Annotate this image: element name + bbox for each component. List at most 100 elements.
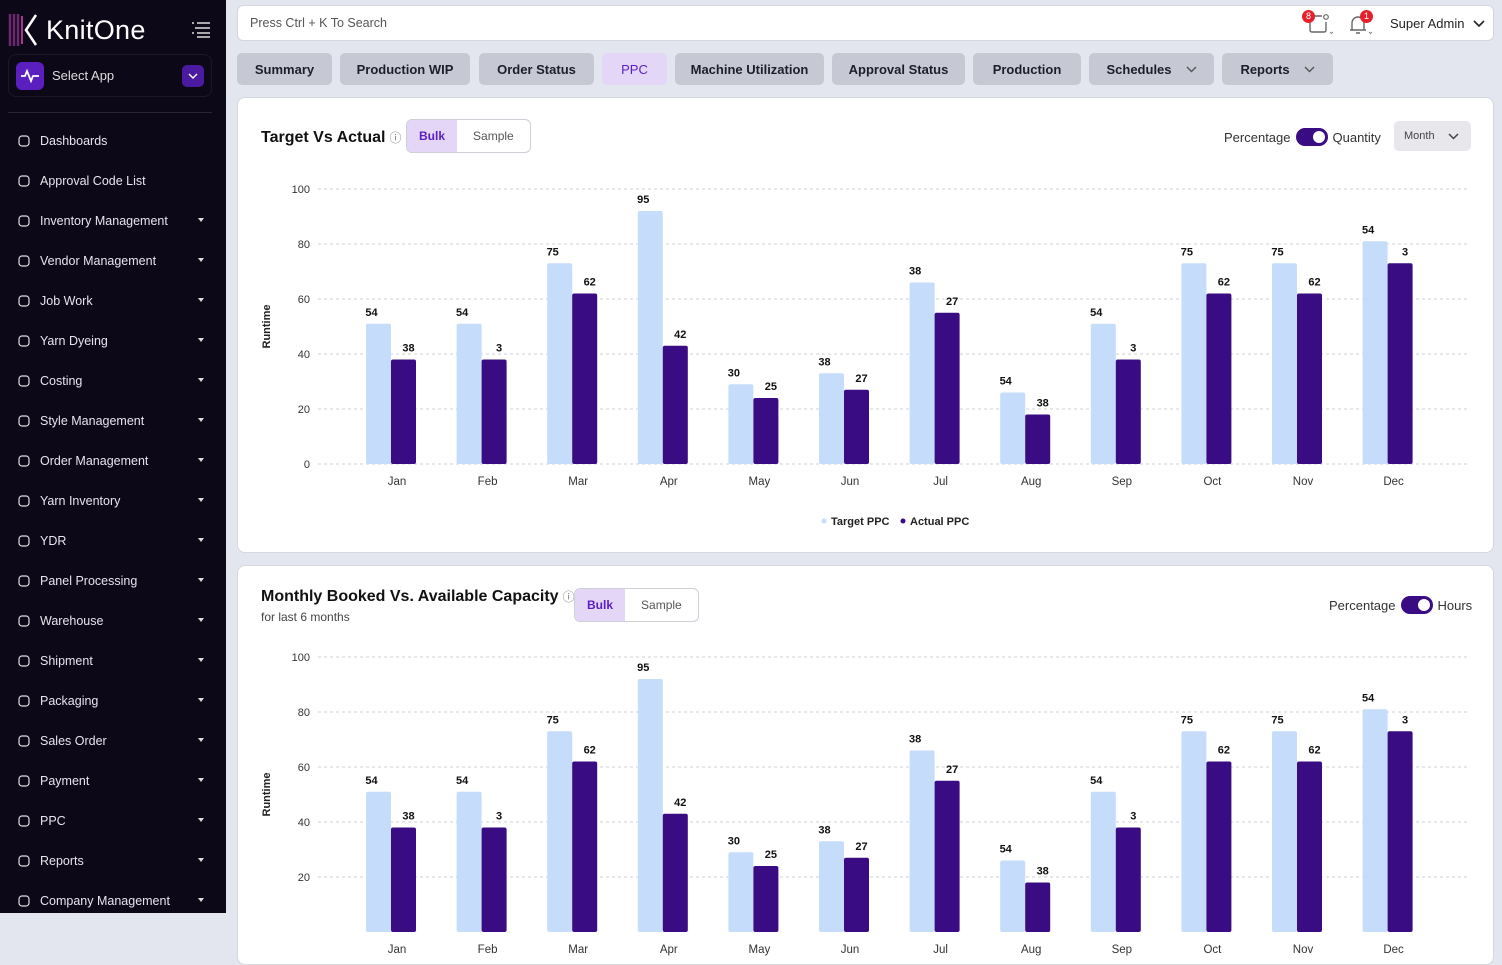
sidebar-item-shipment[interactable]: Shipment — [16, 648, 210, 674]
sidebar-item-panel-processing[interactable]: Panel Processing — [16, 568, 210, 594]
select-app-dropdown[interactable]: Select App — [8, 54, 212, 97]
data-label: 95 — [637, 194, 649, 206]
sidebar-item-style-management[interactable]: Style Management — [16, 408, 210, 434]
sidebar-item-label: Dashboards — [40, 134, 108, 148]
caret-down-icon — [198, 858, 204, 862]
caret-down-icon — [198, 818, 204, 822]
data-label: 75 — [1271, 714, 1283, 726]
style-icon — [16, 413, 32, 429]
apps-icon[interactable]: 8 — [1302, 10, 1334, 41]
pulse-icon — [16, 61, 44, 90]
actual-bar — [662, 345, 688, 464]
sidebar-item-label: Vendor Management — [40, 254, 157, 268]
data-label: 38 — [818, 356, 830, 368]
sidebar-item-job-work[interactable]: Job Work — [16, 288, 210, 314]
sidebar-item-yarn-dyeing[interactable]: Yarn Dyeing — [16, 328, 210, 354]
period-select[interactable]: Month — [1394, 121, 1471, 151]
sidebar-item-ydr[interactable]: YDR — [16, 528, 210, 554]
sidebar-item-label: Reports — [40, 854, 84, 868]
tab-production[interactable]: Production — [973, 53, 1081, 85]
info-icon[interactable]: ⓘ — [389, 131, 402, 145]
card-title: Monthly Booked Vs. Available Capacity ⓘ — [261, 588, 575, 605]
bulk-option[interactable]: Bulk — [575, 589, 626, 621]
dollar-icon — [16, 773, 32, 789]
actual-bar — [1387, 263, 1413, 464]
tab-machine-utilization[interactable]: Machine Utilization — [675, 53, 824, 85]
target-bar — [728, 384, 754, 464]
tab-summary[interactable]: Summary — [237, 53, 332, 85]
sidebar-item-order-management[interactable]: Order Management — [16, 448, 210, 474]
select-app-label: Select App — [52, 68, 115, 83]
building-icon — [16, 293, 32, 309]
chevron-down-icon[interactable] — [182, 64, 204, 87]
y-tick-label: 100 — [292, 184, 310, 196]
caret-down-icon — [198, 218, 204, 222]
sidebar-item-company-management[interactable]: Company Management — [16, 888, 210, 914]
bell-icon[interactable]: 1 — [1346, 10, 1374, 41]
sidebar-item-packaging[interactable]: Packaging — [16, 688, 210, 714]
y-tick-label: 20 — [298, 872, 310, 884]
percentage-label: Percentage — [1224, 129, 1291, 145]
data-label: 62 — [584, 745, 596, 757]
actual-bar — [1297, 761, 1322, 932]
sample-option[interactable]: Sample — [641, 598, 682, 612]
bulk-sample-toggle[interactable]: Bulk Sample — [406, 119, 531, 153]
package-icon — [16, 693, 32, 709]
sidebar-item-approval-code-list[interactable]: Approval Code List — [16, 168, 210, 194]
data-label: 62 — [584, 277, 596, 289]
caret-down-icon — [198, 698, 204, 702]
list-icon — [16, 173, 32, 189]
data-label: 27 — [855, 841, 867, 853]
sidebar-item-label: Payment — [40, 774, 90, 788]
data-label: 38 — [909, 734, 921, 746]
data-label: 27 — [855, 373, 867, 385]
y-tick-label: 60 — [298, 294, 310, 306]
search-bar[interactable]: Press Ctrl + K To Search 8 1 Super Admin — [237, 5, 1494, 41]
report-icon — [16, 853, 32, 869]
sample-option[interactable]: Sample — [473, 129, 514, 143]
sidebar-item-label: Warehouse — [40, 614, 104, 628]
bulk-sample-toggle[interactable]: Bulk Sample — [574, 588, 699, 622]
sidebar-item-warehouse[interactable]: Warehouse — [16, 608, 210, 634]
tab-reports[interactable]: Reports — [1222, 53, 1333, 85]
sidebar-item-yarn-inventory[interactable]: Yarn Inventory — [16, 488, 210, 514]
bulk-option[interactable]: Bulk — [407, 120, 458, 152]
data-label: 54 — [456, 307, 469, 319]
sidebar-item-dashboards[interactable]: Dashboards — [16, 128, 210, 154]
target-bar — [909, 282, 935, 464]
info-icon[interactable]: ⓘ — [562, 590, 575, 604]
data-label: 62 — [1218, 277, 1230, 289]
actual-bar — [1115, 827, 1141, 932]
sidebar-item-ppc[interactable]: PPC — [16, 808, 210, 834]
tab-ppc[interactable]: PPC — [602, 53, 667, 85]
user-menu[interactable]: Super Admin — [1390, 16, 1485, 31]
data-label: 75 — [547, 246, 559, 258]
x-tick-label: May — [749, 476, 771, 488]
tab-production-wip[interactable]: Production WIP — [340, 53, 470, 85]
tab-order-status[interactable]: Order Status — [479, 53, 594, 85]
company-icon — [16, 893, 32, 909]
sidebar-item-label: Shipment — [40, 654, 93, 668]
sidebar-item-payment[interactable]: Payment — [16, 768, 210, 794]
percentage-hours-switch[interactable] — [1400, 596, 1433, 614]
data-label: 3 — [1130, 343, 1136, 355]
target-bar — [1272, 263, 1297, 464]
target-vs-actual-chart: 0 20 40 60 80 100 Runtime 54 38 Jan 54 3 Feb 75 62 Mar 9… — [261, 184, 1470, 528]
data-label: 54 — [1362, 692, 1375, 704]
sidebar-item-costing[interactable]: Costing — [16, 368, 210, 394]
menu-toggle-icon[interactable] — [192, 22, 210, 38]
sidebar-item-inventory-management[interactable]: Inventory Management — [16, 208, 210, 234]
tab-label: PPC — [621, 61, 648, 77]
actual-bar — [934, 780, 960, 932]
actual-bar — [391, 827, 416, 932]
tab-schedules[interactable]: Schedules — [1089, 53, 1214, 85]
sidebar-item-vendor-management[interactable]: Vendor Management — [16, 248, 210, 274]
sidebar-item-reports[interactable]: Reports — [16, 848, 210, 874]
caret-down-icon — [198, 338, 204, 342]
x-tick-label: Nov — [1293, 944, 1314, 956]
target-bar — [637, 211, 663, 464]
logo[interactable]: KnitOne — [8, 12, 146, 48]
tab-approval-status[interactable]: Approval Status — [832, 53, 965, 85]
percentage-quantity-switch[interactable] — [1295, 128, 1328, 146]
sidebar-item-sales-order[interactable]: Sales Order — [16, 728, 210, 754]
